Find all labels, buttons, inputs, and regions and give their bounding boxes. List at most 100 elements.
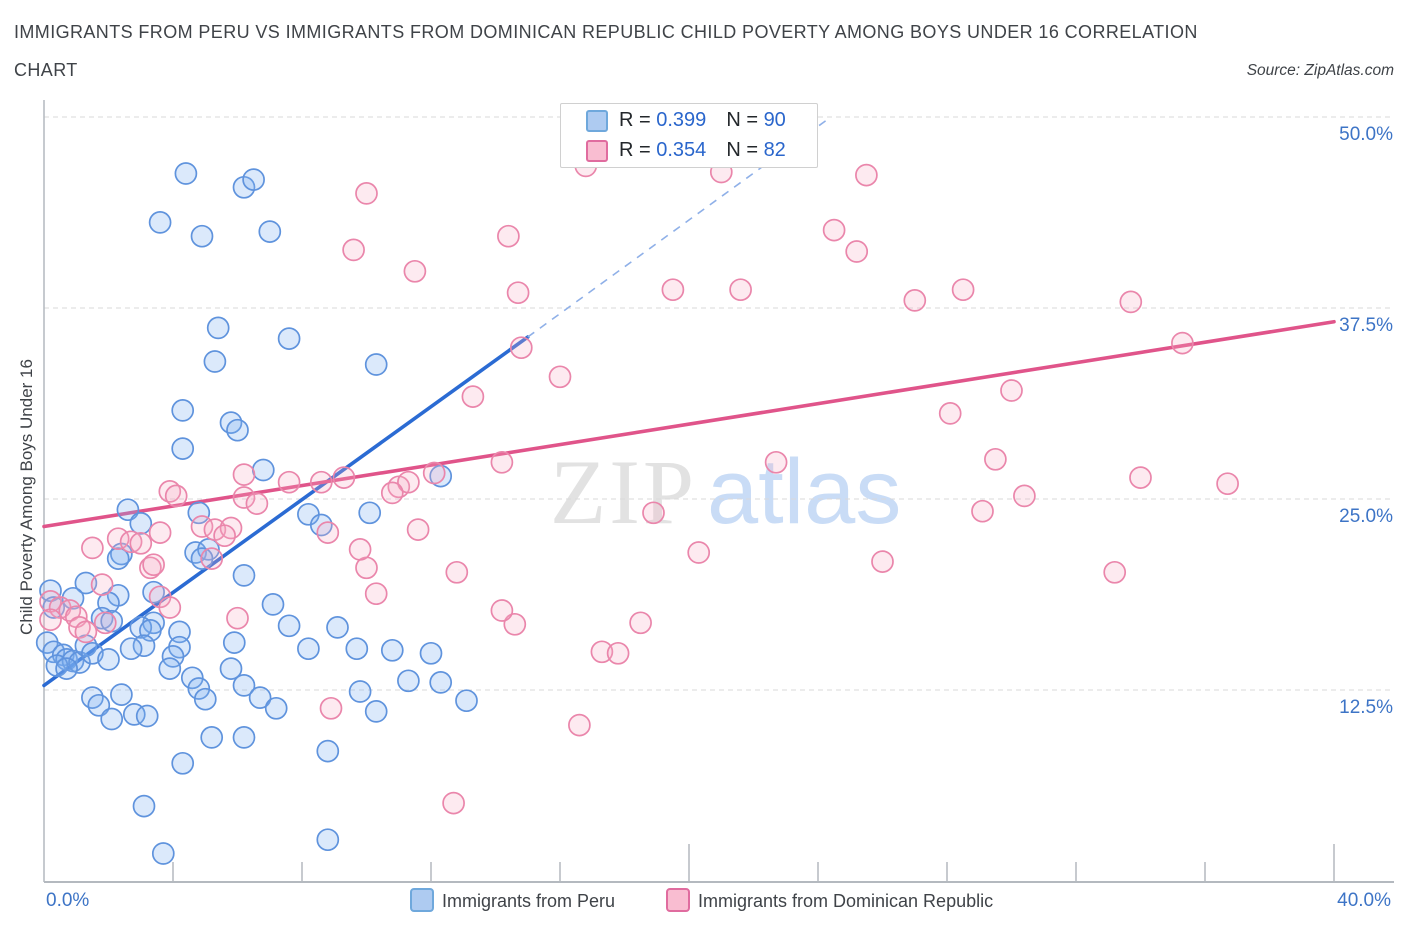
scatter-point-peru[interactable]	[364, 353, 388, 376]
scatter-point-peru[interactable]	[277, 614, 301, 638]
scatter-point-dominican[interactable]	[90, 573, 114, 596]
scatter-point-dominican[interactable]	[445, 560, 469, 584]
scatter-point-peru[interactable]	[180, 666, 204, 690]
scatter-point-dominican[interactable]	[629, 611, 652, 635]
scatter-point-dominican[interactable]	[642, 501, 665, 525]
scatter-point-peru[interactable]	[345, 637, 369, 661]
scatter-point-dominican[interactable]	[855, 163, 878, 187]
scatter-point-dominican[interactable]	[397, 470, 420, 494]
scatter-point-peru[interactable]	[242, 168, 265, 191]
scatter-point-dominican[interactable]	[129, 531, 153, 555]
scatter-point-dominican[interactable]	[342, 238, 365, 262]
scatter-point-peru[interactable]	[87, 693, 111, 717]
scatter-point-peru[interactable]	[55, 657, 78, 680]
scatter-point-dominican[interactable]	[938, 402, 962, 425]
scatter-point-dominican[interactable]	[213, 524, 236, 548]
scatter-point-peru[interactable]	[264, 696, 288, 720]
scatter-point-dominican[interactable]	[332, 466, 356, 489]
scatter-point-dominican[interactable]	[164, 484, 188, 508]
scatter-point-dominican[interactable]	[348, 538, 372, 561]
scatter-point-dominican[interactable]	[422, 461, 446, 485]
scatter-point-peru[interactable]	[248, 686, 272, 709]
scatter-point-peru[interactable]	[200, 726, 224, 749]
scatter-point-dominican[interactable]	[81, 536, 104, 560]
scatter-point-peru[interactable]	[74, 571, 98, 595]
scatter-point-dominican[interactable]	[74, 620, 98, 644]
scatter-point-peru[interactable]	[232, 674, 256, 697]
scatter-point-peru[interactable]	[316, 739, 340, 763]
scatter-point-peru[interactable]	[187, 677, 211, 700]
scatter-point-peru[interactable]	[171, 399, 195, 422]
scatter-point-peru[interactable]	[429, 671, 453, 694]
scatter-point-peru[interactable]	[455, 689, 478, 713]
scatter-point-dominican[interactable]	[316, 521, 340, 544]
scatter-point-dominican[interactable]	[461, 385, 485, 408]
scatter-point-dominican[interactable]	[1171, 331, 1194, 355]
scatter-point-peru[interactable]	[171, 751, 195, 775]
scatter-point-dominican[interactable]	[232, 463, 256, 486]
scatter-point-peru[interactable]	[380, 638, 404, 662]
scatter-point-dominican[interactable]	[490, 599, 514, 622]
scatter-point-dominican[interactable]	[764, 450, 788, 474]
scatter-point-peru[interactable]	[97, 648, 120, 671]
scatter-point-dominican[interactable]	[1013, 484, 1036, 508]
scatter-point-dominican[interactable]	[319, 696, 343, 720]
scatter-point-dominican[interactable]	[606, 641, 630, 665]
scatter-point-peru[interactable]	[277, 327, 301, 350]
scatter-point-dominican[interactable]	[93, 611, 117, 635]
scatter-point-peru[interactable]	[193, 687, 217, 711]
scatter-point-dominican[interactable]	[509, 336, 533, 360]
scatter-point-dominican[interactable]	[951, 278, 975, 302]
scatter-point-peru[interactable]	[129, 512, 153, 535]
scatter-point-peru[interactable]	[297, 637, 320, 661]
scatter-point-peru[interactable]	[116, 498, 140, 522]
scatter-point-peru[interactable]	[174, 162, 198, 185]
scatter-point-peru[interactable]	[261, 593, 285, 616]
scatter-point-dominican[interactable]	[309, 470, 333, 494]
scatter-point-peru[interactable]	[358, 501, 382, 525]
scatter-point-dominican[interactable]	[1103, 560, 1127, 584]
scatter-point-peru[interactable]	[148, 211, 172, 234]
scatter-point-dominican[interactable]	[355, 182, 378, 205]
scatter-point-dominican[interactable]	[442, 791, 465, 815]
scatter-point-dominican[interactable]	[277, 470, 301, 494]
scatter-point-dominican[interactable]	[142, 553, 165, 577]
scatter-point-peru[interactable]	[106, 547, 130, 570]
scatter-point-dominican[interactable]	[687, 541, 711, 564]
scatter-point-dominican[interactable]	[984, 447, 1007, 471]
scatter-point-peru[interactable]	[132, 794, 156, 818]
scatter-point-peru[interactable]	[326, 616, 349, 639]
scatter-point-dominican[interactable]	[497, 224, 520, 248]
scatter-point-peru[interactable]	[68, 651, 91, 674]
scatter-point-peru[interactable]	[232, 564, 256, 587]
scatter-point-peru[interactable]	[206, 316, 230, 340]
scatter-point-peru[interactable]	[397, 669, 420, 693]
scatter-point-dominican[interactable]	[245, 492, 269, 515]
scatter-point-peru[interactable]	[226, 418, 249, 442]
scatter-point-peru[interactable]	[119, 637, 143, 661]
scatter-point-dominican[interactable]	[406, 518, 430, 541]
scatter-point-dominican[interactable]	[148, 521, 172, 544]
scatter-point-dominican[interactable]	[226, 606, 249, 630]
scatter-point-dominican[interactable]	[200, 547, 224, 570]
scatter-point-dominican[interactable]	[568, 713, 591, 737]
scatter-point-dominican[interactable]	[1129, 466, 1152, 489]
scatter-point-dominican[interactable]	[845, 240, 869, 263]
scatter-point-peru[interactable]	[232, 726, 256, 749]
scatter-point-dominican[interactable]	[503, 612, 527, 636]
scatter-point-dominican[interactable]	[903, 289, 927, 312]
scatter-point-peru[interactable]	[222, 631, 246, 654]
scatter-point-peru[interactable]	[190, 224, 214, 248]
scatter-point-peru[interactable]	[258, 220, 282, 243]
scatter-point-peru[interactable]	[171, 437, 195, 460]
scatter-point-dominican[interactable]	[364, 582, 388, 606]
scatter-point-dominican[interactable]	[380, 481, 404, 505]
scatter-point-peru[interactable]	[364, 700, 388, 723]
scatter-point-dominican[interactable]	[403, 259, 427, 283]
scatter-point-peru[interactable]	[219, 657, 243, 680]
scatter-point-dominican[interactable]	[1000, 379, 1023, 402]
scatter-point-dominican[interactable]	[871, 550, 894, 573]
scatter-point-dominican[interactable]	[822, 218, 846, 242]
scatter-point-dominican[interactable]	[1216, 472, 1239, 496]
scatter-point-peru[interactable]	[110, 683, 133, 706]
